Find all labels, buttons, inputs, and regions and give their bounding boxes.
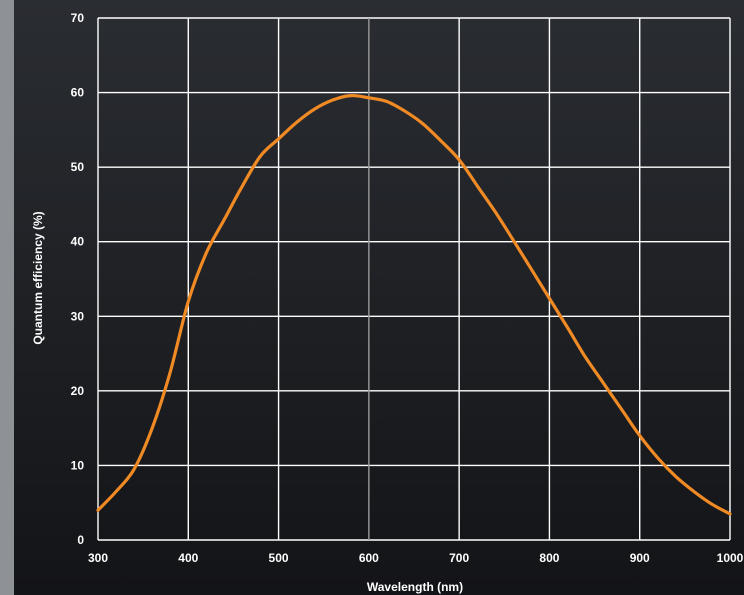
x-tick-label: 500: [269, 551, 289, 565]
x-tick-label: 600: [359, 551, 379, 565]
gridlines: [97, 17, 731, 541]
x-tick-label: 900: [630, 551, 650, 565]
x-tick-label: 300: [88, 551, 108, 565]
x-tick-label: 700: [449, 551, 469, 565]
y-tick-label: 20: [71, 384, 85, 398]
y-tick-label: 30: [71, 309, 85, 323]
y-tick-label: 50: [71, 160, 85, 174]
tick-labels: 0 10 20 30 40 50 60 70 300 400 500 600 700 800 900 1000: [71, 11, 744, 565]
y-tick-label: 40: [71, 235, 85, 249]
left-edge-band: [0, 0, 14, 595]
x-tick-label: 400: [178, 551, 198, 565]
series-layer: [96, 93, 732, 516]
y-tick-label: 0: [77, 533, 84, 547]
y-tick-label: 70: [71, 11, 85, 25]
y-axis-title: Quantum efficiency (%): [31, 211, 45, 344]
x-axis-title: Wavelength (nm): [367, 580, 463, 594]
x-tick-label: 1000: [717, 551, 744, 565]
x-tick-label: 800: [539, 551, 559, 565]
y-tick-label: 10: [71, 458, 85, 472]
y-tick-label: 60: [71, 86, 85, 100]
series-line: [96, 93, 732, 516]
